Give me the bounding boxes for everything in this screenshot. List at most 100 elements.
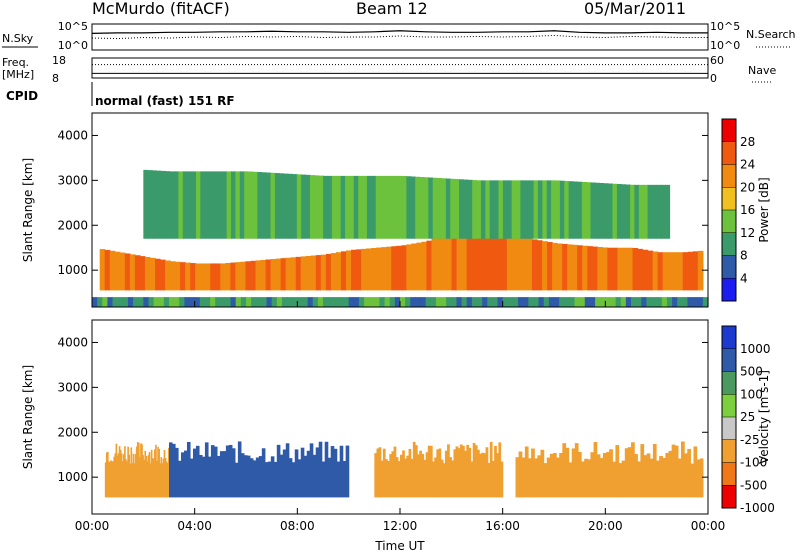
power-cell: [507, 297, 514, 307]
velocity-cell: [330, 446, 335, 498]
power-cell: [415, 176, 421, 239]
power-ylabel: Slant Range [km]: [21, 158, 35, 262]
velocity-cell: [156, 460, 158, 498]
power-cell: [568, 181, 574, 239]
velocity-cell: [279, 454, 284, 498]
velocity-cell: [646, 453, 651, 498]
colorbar-swatch: [722, 119, 736, 142]
power-cell: [327, 175, 333, 239]
colorbar-tick-label: 100: [740, 387, 763, 401]
power-cell: [340, 251, 347, 291]
power-cell: [330, 253, 337, 291]
velocity-cell: [552, 453, 557, 498]
velocity-cell: [123, 454, 125, 498]
power-cell: [133, 297, 139, 307]
colorbar-swatch: [722, 326, 736, 349]
power-cell: [605, 297, 612, 307]
velocity-cell: [151, 458, 154, 498]
velocity-cell: [163, 449, 166, 498]
power-cell: [109, 250, 116, 291]
power-cell: [647, 184, 653, 239]
velocity-cell: [171, 443, 176, 498]
velocity-cell: [106, 451, 109, 498]
velocity-cell: [306, 450, 311, 498]
power-cell: [471, 297, 478, 307]
power-cell: [677, 252, 684, 291]
velocity-cell: [114, 453, 117, 498]
power-cell: [204, 297, 211, 307]
power-cell: [512, 297, 519, 307]
power-cell: [521, 236, 528, 291]
power-cell: [300, 256, 307, 291]
power-cell: [178, 171, 184, 239]
velocity-cell: [459, 444, 463, 498]
power-cell: [548, 297, 555, 307]
velocity-cell: [451, 460, 455, 498]
power-cell: [677, 297, 683, 307]
power-cell: [122, 297, 129, 307]
power-cell: [179, 297, 185, 307]
y-tick-label: 4000: [57, 128, 88, 142]
velocity-cell: [574, 443, 579, 498]
power-cell: [487, 297, 493, 307]
velocity-cell: [615, 445, 620, 498]
y-tick-label: 1000: [57, 263, 88, 277]
power-cell: [637, 248, 644, 291]
power-cell: [441, 297, 447, 307]
velocity-cell: [149, 463, 152, 498]
velocity-cell: [174, 447, 179, 498]
power-cell: [271, 297, 278, 307]
velocity-cell: [273, 461, 278, 498]
nave-right-tick-top: 60: [710, 54, 724, 67]
mode-text: normal (fast) 151 RF: [95, 94, 235, 108]
power-cell: [643, 184, 649, 239]
velocity-cell: [652, 443, 657, 498]
velocity-cell: [540, 449, 545, 498]
time-axis-label: Time UT: [374, 539, 425, 553]
power-cell: [320, 254, 327, 291]
power-cell: [205, 263, 211, 291]
velocity-cell: [192, 448, 197, 498]
power-data-layer: [92, 169, 709, 307]
velocity-cell: [124, 446, 126, 498]
velocity-cell: [374, 453, 378, 498]
power-cell: [564, 180, 570, 239]
power-cell: [425, 297, 432, 307]
power-cell: [210, 263, 216, 291]
power-cell: [485, 180, 491, 239]
power-cell: [225, 263, 231, 291]
power-cell: [158, 297, 165, 307]
power-cell: [421, 241, 428, 291]
velocity-cell: [288, 458, 293, 498]
velocity-cell: [624, 448, 629, 498]
velocity-cell: [687, 448, 691, 498]
velocity-cell: [470, 461, 474, 498]
velocity-cell: [408, 448, 412, 498]
power-cell: [603, 183, 609, 239]
velocity-cell: [142, 455, 144, 498]
power-cell: [454, 179, 460, 239]
power-cell: [397, 175, 403, 239]
velocity-cell: [612, 461, 617, 498]
velocity-cell: [376, 448, 380, 498]
velocity-cell: [380, 460, 384, 498]
power-cell: [148, 297, 155, 307]
power-cell: [97, 297, 103, 307]
power-cell: [523, 297, 529, 307]
power-cell: [255, 260, 262, 291]
velocity-cell: [129, 463, 132, 498]
power-cell: [301, 174, 307, 239]
velocity-cell: [444, 450, 448, 498]
power-cell: [335, 252, 342, 291]
time-tick-label: 00:00: [75, 519, 110, 533]
velocity-cell: [524, 446, 529, 498]
power-cell: [195, 171, 201, 239]
power-cell: [226, 171, 232, 239]
velocity-cell: [237, 441, 242, 498]
power-cell: [388, 175, 394, 239]
power-cell: [622, 247, 629, 291]
velocity-cell: [581, 461, 585, 498]
velocity-y-ticks: 1000 2000 3000 4000: [57, 335, 708, 484]
velocity-cell: [333, 448, 338, 498]
